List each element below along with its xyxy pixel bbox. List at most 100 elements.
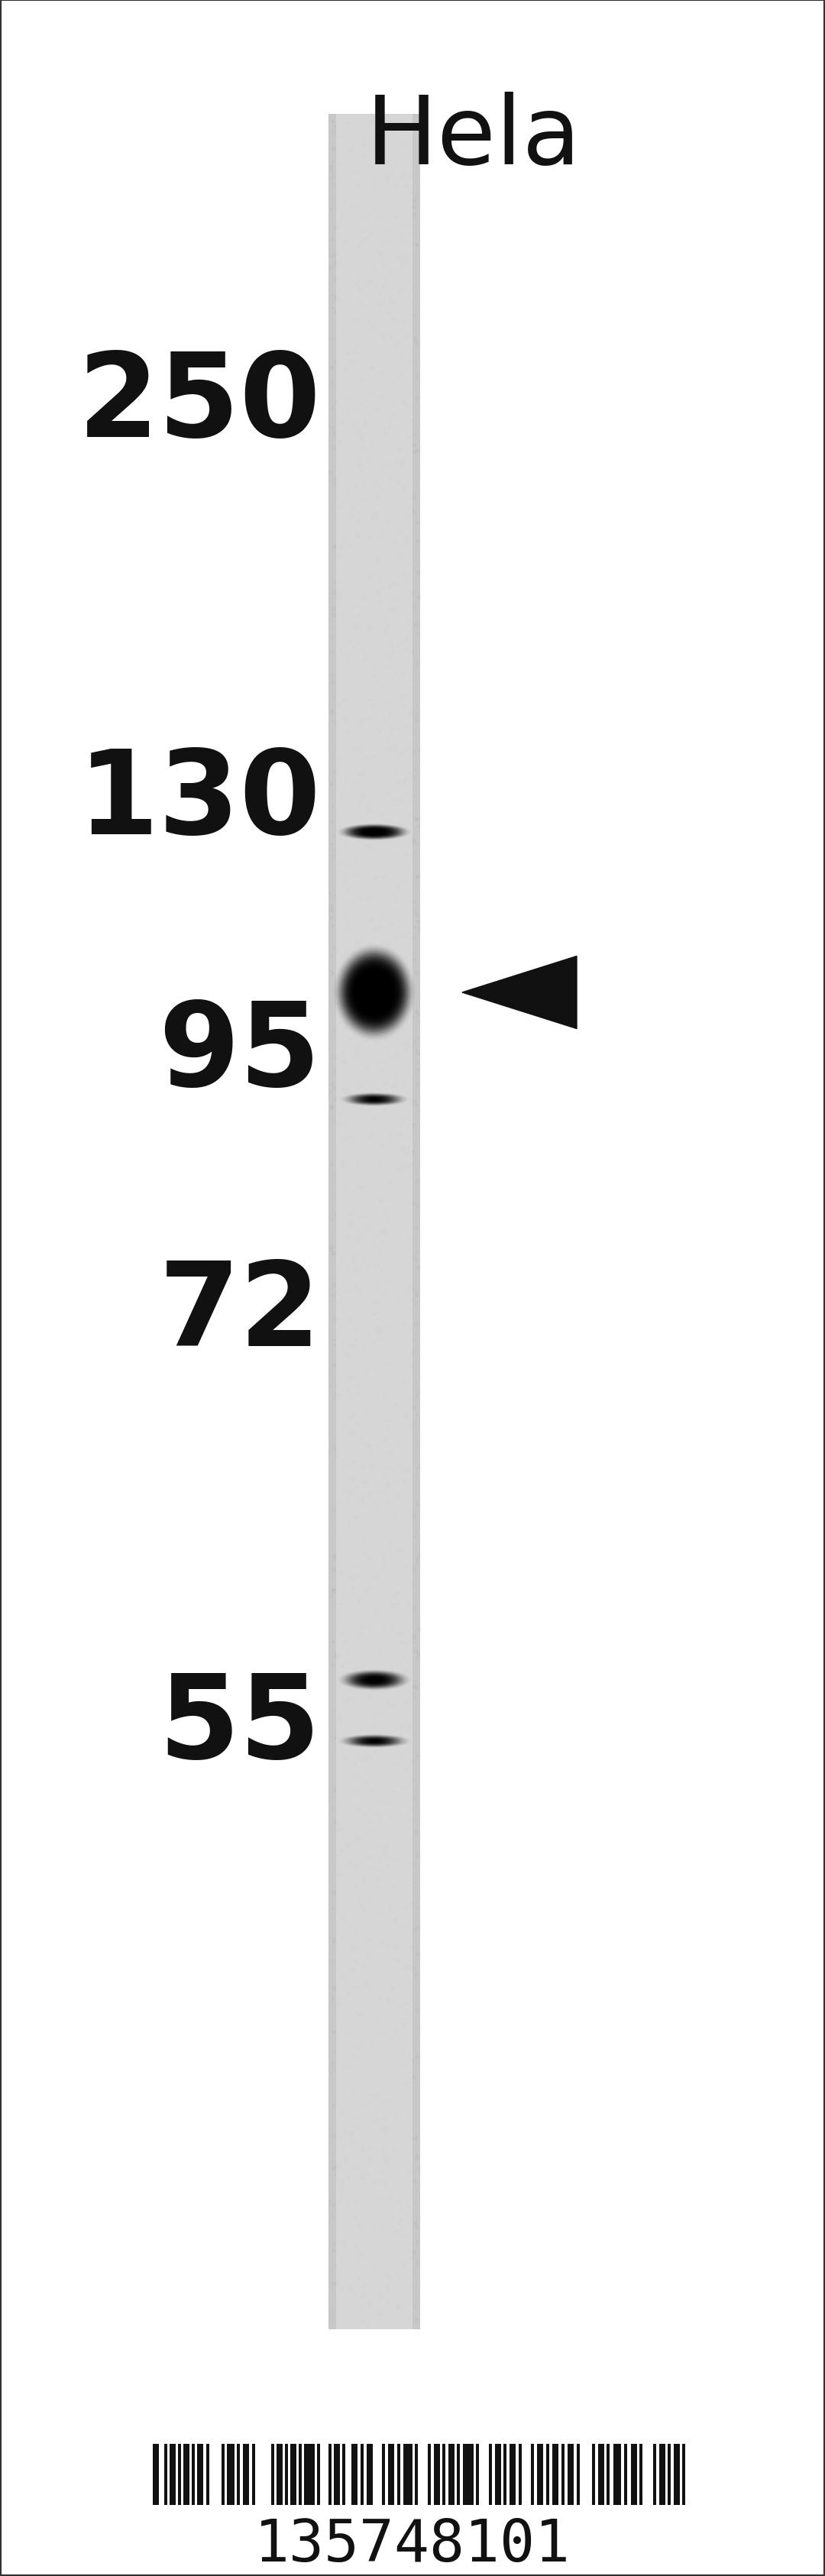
- Ellipse shape: [352, 1674, 396, 1687]
- Bar: [476, 2445, 479, 2504]
- Ellipse shape: [355, 969, 394, 1015]
- Bar: [222, 2445, 224, 2504]
- Ellipse shape: [349, 1736, 400, 1747]
- Ellipse shape: [345, 958, 403, 1028]
- Ellipse shape: [361, 1677, 389, 1685]
- Ellipse shape: [365, 1739, 384, 1744]
- Ellipse shape: [359, 1739, 389, 1744]
- Bar: [153, 2445, 159, 2504]
- Ellipse shape: [347, 1095, 401, 1105]
- Bar: [170, 2445, 176, 2504]
- Bar: [653, 2445, 656, 2504]
- Ellipse shape: [354, 827, 394, 837]
- Text: 130: 130: [78, 744, 321, 858]
- Bar: [510, 2445, 516, 2504]
- Bar: [568, 2445, 573, 2504]
- Ellipse shape: [370, 1680, 380, 1682]
- Ellipse shape: [360, 1097, 389, 1103]
- Bar: [164, 2445, 167, 2504]
- Bar: [592, 2445, 595, 2504]
- Ellipse shape: [362, 1097, 386, 1103]
- Ellipse shape: [338, 951, 411, 1036]
- Bar: [552, 2445, 559, 2504]
- Bar: [614, 2445, 621, 2504]
- Bar: [667, 2445, 671, 2504]
- Bar: [271, 2445, 274, 2504]
- Ellipse shape: [351, 827, 397, 837]
- Ellipse shape: [365, 1097, 384, 1103]
- Ellipse shape: [351, 1736, 397, 1747]
- Ellipse shape: [346, 1736, 403, 1747]
- Ellipse shape: [347, 1672, 401, 1687]
- Polygon shape: [462, 956, 577, 1028]
- Bar: [304, 2445, 314, 2504]
- Ellipse shape: [361, 829, 389, 835]
- Bar: [361, 2445, 364, 2504]
- Bar: [227, 2445, 234, 2504]
- Ellipse shape: [339, 951, 409, 1033]
- Ellipse shape: [363, 829, 386, 835]
- Bar: [546, 2445, 549, 2504]
- Ellipse shape: [357, 974, 391, 1012]
- Bar: [415, 2445, 417, 2504]
- Ellipse shape: [349, 827, 400, 837]
- Ellipse shape: [364, 1677, 384, 1682]
- Ellipse shape: [365, 829, 384, 835]
- Ellipse shape: [361, 1097, 388, 1103]
- Bar: [598, 2445, 604, 2504]
- Bar: [382, 2445, 385, 2504]
- Ellipse shape: [363, 1739, 386, 1744]
- Bar: [197, 2445, 203, 2504]
- Bar: [495, 2445, 501, 2504]
- Ellipse shape: [367, 984, 381, 1002]
- Ellipse shape: [373, 992, 375, 994]
- Ellipse shape: [361, 1739, 389, 1744]
- Bar: [631, 2445, 637, 2504]
- Ellipse shape: [361, 1677, 387, 1685]
- Bar: [342, 2445, 346, 2504]
- Ellipse shape: [369, 987, 380, 999]
- Text: 95: 95: [158, 997, 321, 1110]
- Ellipse shape: [367, 1097, 382, 1100]
- Bar: [366, 2445, 373, 2504]
- Ellipse shape: [347, 1736, 401, 1747]
- Bar: [290, 2445, 296, 2504]
- Ellipse shape: [350, 1674, 398, 1687]
- Text: 55: 55: [158, 1669, 321, 1783]
- Ellipse shape: [361, 976, 389, 1010]
- Bar: [624, 2445, 627, 2504]
- Ellipse shape: [356, 1739, 392, 1744]
- Ellipse shape: [366, 1739, 382, 1741]
- Ellipse shape: [351, 963, 398, 1020]
- Bar: [252, 2445, 255, 2504]
- Ellipse shape: [350, 827, 398, 837]
- Bar: [183, 2445, 190, 2504]
- Ellipse shape: [347, 827, 401, 837]
- Ellipse shape: [346, 827, 403, 840]
- Text: 250: 250: [78, 348, 321, 461]
- Bar: [328, 2445, 332, 2504]
- Ellipse shape: [361, 979, 387, 1007]
- Ellipse shape: [356, 829, 394, 837]
- Ellipse shape: [357, 1097, 391, 1103]
- Ellipse shape: [343, 956, 405, 1030]
- Bar: [178, 2445, 181, 2504]
- Ellipse shape: [356, 829, 392, 837]
- Ellipse shape: [342, 824, 406, 840]
- Text: Hela: Hela: [365, 93, 582, 183]
- Bar: [328, 113, 420, 2329]
- Ellipse shape: [356, 1739, 394, 1744]
- Ellipse shape: [349, 963, 399, 1023]
- Bar: [276, 2445, 283, 2504]
- Ellipse shape: [363, 979, 385, 1007]
- Bar: [531, 2445, 534, 2504]
- Ellipse shape: [370, 987, 379, 997]
- Ellipse shape: [364, 829, 384, 835]
- Ellipse shape: [345, 1672, 403, 1687]
- Ellipse shape: [368, 832, 380, 835]
- Bar: [237, 2445, 240, 2504]
- Ellipse shape: [364, 1739, 384, 1744]
- Text: 135748101: 135748101: [254, 2517, 571, 2573]
- Ellipse shape: [356, 1674, 394, 1685]
- Ellipse shape: [366, 832, 382, 835]
